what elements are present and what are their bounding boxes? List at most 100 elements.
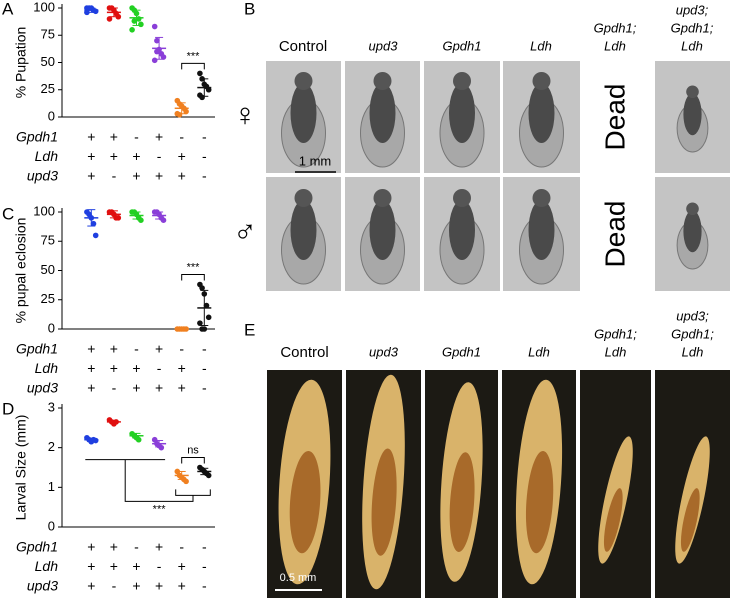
bracket — [124, 459, 211, 502]
data-point — [205, 472, 212, 479]
bracket — [181, 62, 205, 70]
genotype-sign: + — [110, 129, 118, 145]
data-point — [151, 23, 158, 30]
data-point — [205, 314, 212, 321]
dead-label: Dead — [599, 201, 630, 268]
genotype-sign: - — [202, 148, 207, 164]
genotype-label: upd3 — [27, 578, 58, 594]
data-point — [151, 57, 158, 64]
y-tick-label: 100 — [33, 0, 55, 14]
genotype-sign: + — [178, 360, 186, 376]
fly-head — [686, 85, 699, 99]
genotype-sign: - — [134, 341, 139, 357]
genotype-sign: + — [87, 341, 95, 357]
genotype-sign: - — [179, 539, 184, 555]
data-point — [158, 444, 165, 451]
genotype-sign: - — [157, 148, 162, 164]
genotype-sign: + — [87, 578, 95, 594]
fly-body — [683, 93, 702, 136]
column-label: Ldh — [530, 38, 552, 53]
genotype-label: Gpdh1 — [16, 539, 58, 555]
genotype-sign: + — [132, 578, 140, 594]
sex-symbol: ♀ — [233, 96, 257, 132]
genotype-sign: + — [132, 558, 140, 574]
fly-body — [449, 200, 475, 260]
y-tick-label: 0 — [48, 108, 55, 123]
column-label: Gpdh1 — [442, 38, 481, 53]
genotype-sign: + — [155, 341, 163, 357]
genotype-sign: + — [155, 380, 163, 396]
larva-gut — [289, 450, 321, 554]
y-tick-label: 2 — [48, 439, 55, 454]
genotype-sign: + — [178, 168, 186, 184]
genotype-sign: - — [202, 558, 207, 574]
data-point — [203, 302, 210, 309]
y-tick-label: 25 — [41, 81, 55, 96]
column-label: Ldh — [682, 344, 704, 359]
genotype-sign: + — [110, 341, 118, 357]
data-point — [197, 320, 203, 326]
genotype-sign: - — [157, 360, 162, 376]
column-label: Ldh — [604, 38, 626, 53]
genotype-label: Ldh — [35, 148, 59, 164]
annotation: *** — [187, 50, 201, 62]
fly-body — [290, 83, 317, 143]
fly-body — [369, 83, 396, 143]
genotype-sign: - — [202, 168, 207, 184]
column-label: Gpdh1; — [594, 20, 637, 35]
data-point — [160, 54, 167, 60]
genotype-sign: + — [178, 558, 186, 574]
larva-gut — [680, 488, 700, 552]
genotype-sign: + — [87, 168, 95, 184]
y-tick-label: 75 — [41, 233, 55, 248]
y-tick-label: 25 — [41, 291, 55, 306]
column-label: upd3 — [369, 344, 399, 359]
fly-head — [373, 72, 392, 90]
column-label: Gpdh1; — [671, 20, 714, 35]
data-point — [115, 13, 122, 20]
genotype-sign: - — [202, 578, 207, 594]
genotype-sign: + — [87, 380, 95, 396]
genotype-sign: - — [134, 129, 139, 145]
genotype-sign: + — [132, 380, 140, 396]
genotype-sign: - — [112, 168, 117, 184]
genotype-label: Gpdh1 — [16, 341, 58, 357]
bracket — [181, 274, 205, 281]
y-axis-title: Larval Size (mm) — [13, 415, 29, 521]
scale-label: 0.5 mm — [280, 572, 317, 584]
genotype-sign: + — [87, 360, 95, 376]
data-point — [201, 326, 208, 332]
genotype-sign: - — [112, 578, 117, 594]
genotype-sign: - — [202, 539, 207, 555]
y-tick-label: 1 — [48, 479, 55, 494]
larva-gut — [603, 488, 623, 552]
annotation: ns — [187, 444, 199, 456]
genotype-sign: - — [202, 380, 207, 396]
genotype-sign: + — [132, 148, 140, 164]
y-tick-label: 50 — [41, 54, 55, 69]
fly-body — [369, 200, 396, 260]
bracket — [181, 457, 205, 464]
column-label: upd3; — [676, 2, 709, 17]
data-point — [138, 217, 144, 223]
genotype-label: Gpdh1 — [16, 129, 58, 145]
data-point — [205, 86, 212, 93]
column-label: upd3 — [369, 38, 399, 53]
genotype-sign: + — [110, 360, 118, 376]
genotype-sign: - — [157, 558, 162, 574]
fly-body — [449, 83, 475, 143]
fly-body — [528, 200, 555, 260]
column-label: Gpdh1; — [671, 326, 714, 341]
y-tick-label: 0 — [48, 320, 55, 335]
genotype-sign: + — [155, 129, 163, 145]
column-label: Gpdh1 — [442, 344, 481, 359]
fly-body — [290, 200, 317, 260]
panel-label: B — [244, 0, 255, 18]
fly-body — [528, 83, 555, 143]
genotype-sign: + — [110, 558, 118, 574]
genotype-sign: + — [87, 558, 95, 574]
dead-label: Dead — [599, 84, 630, 151]
genotype-sign: + — [155, 578, 163, 594]
panel-label: C — [2, 204, 14, 223]
genotype-sign: + — [87, 129, 95, 145]
